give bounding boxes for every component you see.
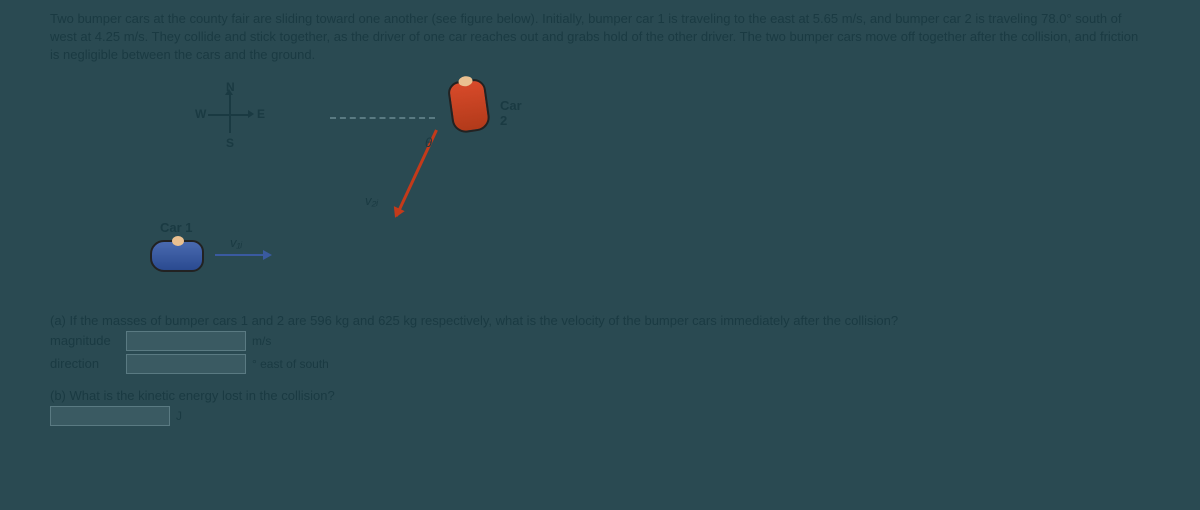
part-b-prompt: (b) What is the kinetic energy lost in t… [50, 388, 1150, 403]
compass-v-axis [229, 93, 231, 133]
car2-group: Car 2 [450, 80, 488, 132]
part-a: (a) If the masses of bumper cars 1 and 2… [50, 313, 1150, 374]
v2-label: v₂ᵢ [365, 193, 378, 208]
v1-label: v₁ᵢ [230, 235, 242, 250]
direction-input[interactable] [126, 354, 246, 374]
direction-unit: ° east of south [252, 357, 329, 371]
compass-east-arrow-icon [248, 110, 254, 118]
magnitude-input[interactable] [126, 331, 246, 351]
compass-rose: N S W E [200, 85, 260, 145]
magnitude-label: magnitude [50, 333, 120, 348]
direction-label: direction [50, 356, 120, 371]
theta-label: θ [425, 135, 432, 150]
car2-label: Car 2 [500, 98, 522, 128]
ke-input[interactable] [50, 406, 170, 426]
car1-label: Car 1 [160, 220, 193, 235]
v2-arrowhead-icon [390, 206, 405, 220]
car1-group: Car 1 v₁ᵢ [150, 240, 204, 272]
part-b: (b) What is the kinetic energy lost in t… [50, 388, 1150, 426]
compass-e: E [257, 107, 265, 121]
magnitude-unit: m/s [252, 334, 271, 348]
car1-icon [150, 240, 204, 272]
v1-arrowhead-icon [263, 250, 272, 260]
ke-unit: J [176, 409, 182, 423]
part-a-prompt: (a) If the masses of bumper cars 1 and 2… [50, 313, 1150, 328]
reference-line [330, 117, 435, 119]
problem-statement: Two bumper cars at the county fair are s… [50, 10, 1150, 65]
physics-problem: Two bumper cars at the county fair are s… [0, 0, 1200, 436]
compass-w: W [195, 107, 206, 121]
compass-s: S [226, 136, 234, 150]
car2-icon [447, 77, 492, 134]
figure: N S W E Car 2 v₂ᵢ θ Car 1 v₁ᵢ [200, 75, 1150, 305]
v1-arrow-icon [215, 254, 270, 256]
compass-north-arrow-icon [225, 89, 233, 95]
compass-h-axis [208, 114, 248, 116]
